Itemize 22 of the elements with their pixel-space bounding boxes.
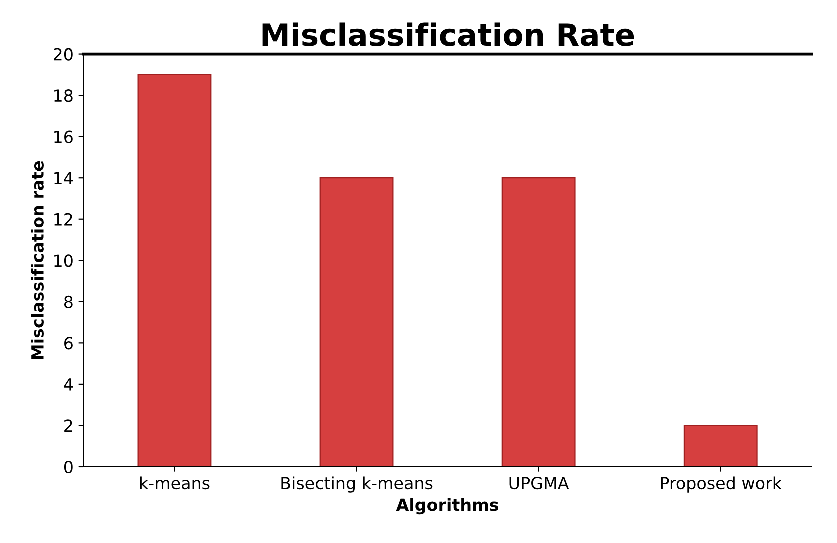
y-tick-label: 6 [64, 337, 73, 350]
y-tick-label: 4 [64, 378, 74, 391]
x-tick-label: UPGMA [510, 476, 570, 490]
y-tick-label: 12 [54, 213, 72, 226]
y-tick-label: 0 [64, 460, 73, 474]
bar [320, 178, 394, 467]
bar [502, 178, 576, 467]
x-axis-title: Algorithms [396, 498, 499, 515]
chart-title: Misclassification Rate [262, 22, 634, 46]
y-tick-label: 16 [54, 130, 73, 144]
x-tick-label: k-means [140, 476, 210, 490]
bar [138, 74, 212, 467]
x-tick-label: Proposed work [661, 476, 782, 493]
y-tick-label: 14 [54, 172, 74, 184]
y-tick-label: 8 [64, 296, 73, 308]
y-tick-label: 2 [64, 420, 72, 432]
y-tick-label: 18 [54, 90, 73, 102]
y-axis-title: Misclassification rate [31, 161, 44, 360]
x-tick-label: Bisecting k-means [282, 476, 433, 493]
y-tick-label: 20 [54, 48, 73, 61]
bar [684, 425, 758, 467]
y-tick-label: 10 [54, 254, 73, 268]
